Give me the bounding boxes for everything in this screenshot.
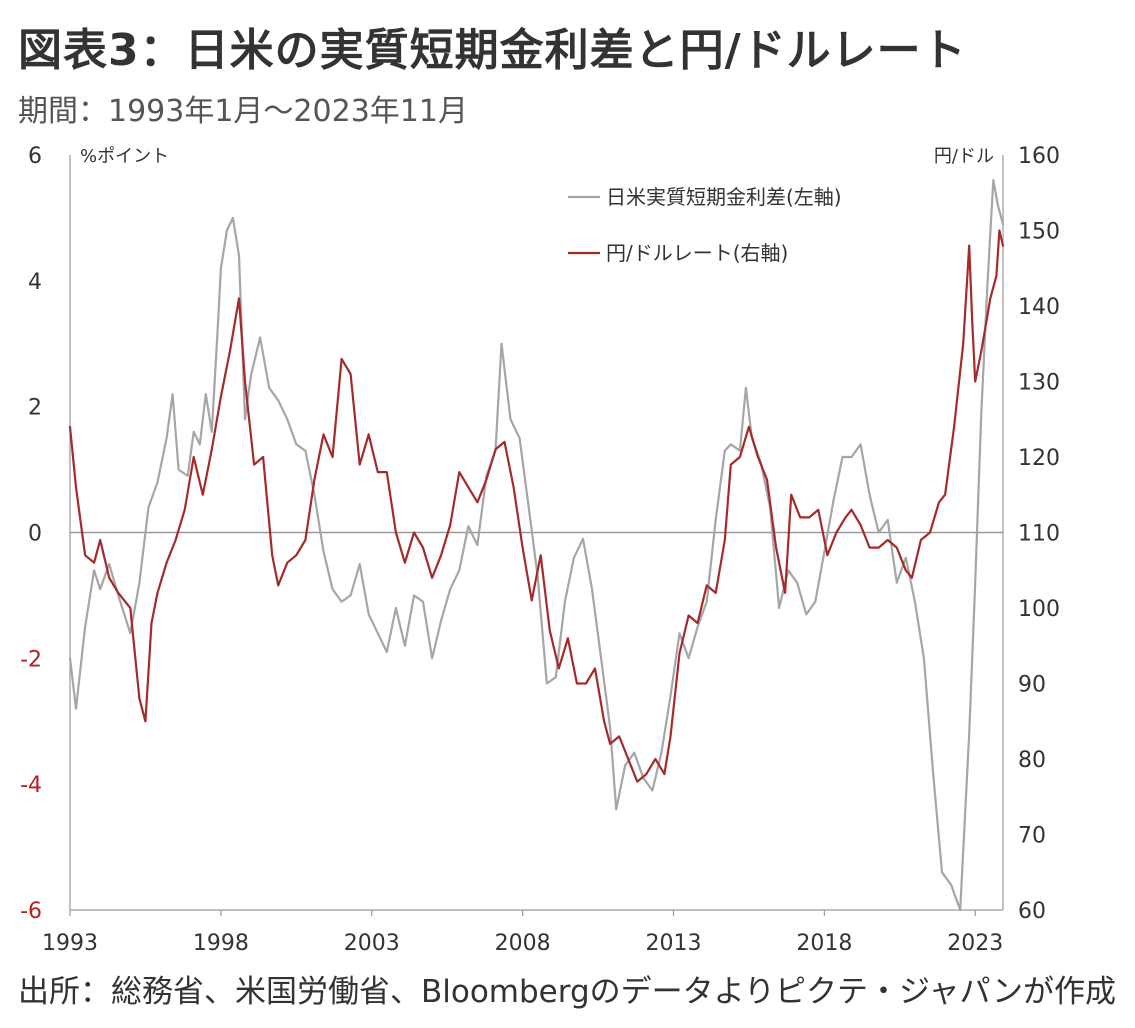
right-tick-label: 80 <box>1018 748 1046 773</box>
chart-period: 期間：1993年1月～2023年11月 <box>18 94 468 129</box>
right-tick-label: 90 <box>1018 673 1046 698</box>
x-tick-label: 2003 <box>344 931 400 956</box>
x-tick-label: 2018 <box>796 931 852 956</box>
left-axis-unit: %ポイント <box>80 146 169 167</box>
right-tick-label: 110 <box>1018 522 1060 547</box>
x-tick-label: 1993 <box>42 931 98 956</box>
right-tick-label: 140 <box>1018 295 1060 320</box>
x-tick-label: 2013 <box>645 931 701 956</box>
left-tick-label: -6 <box>20 899 42 924</box>
page-title: 図表3：日米の実質短期金利差と円/ドルレート <box>18 25 967 76</box>
left-tick-label: -2 <box>20 647 42 672</box>
right-tick-label: 150 <box>1018 220 1060 245</box>
left-tick-label: 4 <box>28 270 42 295</box>
x-tick-label: 2023 <box>947 931 1003 956</box>
left-tick-label: 6 <box>28 144 42 169</box>
left-tick-label: 0 <box>28 522 42 547</box>
right-tick-label: 130 <box>1018 371 1060 396</box>
rate-differential-line <box>68 179 1005 912</box>
left-tick-label: 2 <box>28 396 42 421</box>
right-tick-label: 60 <box>1018 899 1046 924</box>
x-tick-label: 2008 <box>495 931 551 956</box>
chart-source: 出所：総務省、米国労働省、Bloombergのデータよりピクテ・ジャパンが作成 <box>18 974 1117 1010</box>
legend-label: 円/ドルレート(右軸) <box>606 241 788 265</box>
right-tick-label: 160 <box>1018 144 1060 169</box>
chart-axes: 6 4 2 0 -2 -4 -6 160 150 140 130 120 110 100 90 80 70 60 1… <box>20 144 1060 956</box>
right-tick-label: 70 <box>1018 824 1046 849</box>
chart-legend: 日米実質短期金利差(左軸) 円/ドルレート(右軸) <box>568 185 842 265</box>
right-tick-label: 100 <box>1018 597 1060 622</box>
right-tick-label: 120 <box>1018 446 1060 471</box>
chart-series <box>68 179 1005 912</box>
x-tick-label: 1998 <box>193 931 249 956</box>
left-tick-label: -4 <box>20 773 42 798</box>
right-axis-unit: 円/ドル <box>934 146 994 167</box>
usdjpy-line <box>68 229 1005 783</box>
legend-label: 日米実質短期金利差(左軸) <box>606 185 842 209</box>
